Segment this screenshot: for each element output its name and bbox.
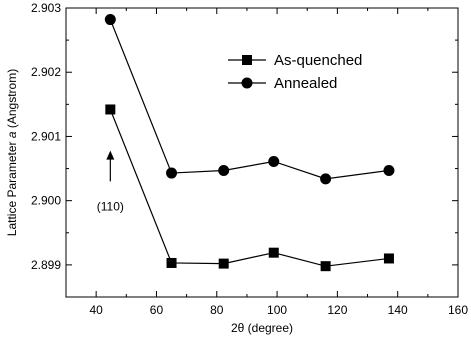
series-line-2 bbox=[109, 19, 390, 180]
x-tick-label: 60 bbox=[150, 303, 164, 317]
y-axis-title-prefix: Lattice Parameter bbox=[5, 138, 19, 236]
plot-frame-group bbox=[65, 7, 459, 298]
data-point-square bbox=[166, 257, 177, 268]
series-markers bbox=[104, 14, 395, 272]
data-point-square bbox=[105, 104, 116, 115]
annotation-arrow-head bbox=[106, 150, 115, 160]
data-point-circle bbox=[383, 164, 395, 176]
data-point-circle bbox=[218, 164, 230, 176]
data-point-square bbox=[320, 261, 331, 272]
x-tick-label: 120 bbox=[327, 303, 347, 317]
legend: As-quenched Annealed bbox=[228, 52, 362, 92]
x-tick-label: 80 bbox=[210, 303, 224, 317]
x-tick-label: 160 bbox=[448, 303, 468, 317]
axis-tick-labels: 40 60 80 100 120 140 160 2.899 2.900 2.901 2.902 2.… bbox=[31, 1, 468, 317]
legend-marker-square bbox=[242, 55, 252, 65]
legend-label: Annealed bbox=[274, 75, 337, 92]
legend-marker-circle bbox=[241, 77, 253, 89]
y-tick-label: 2.901 bbox=[31, 129, 61, 143]
y-tick-label: 2.902 bbox=[31, 65, 61, 79]
data-point-circle bbox=[268, 155, 280, 167]
data-point-circle bbox=[104, 14, 116, 26]
data-point-circle bbox=[320, 173, 332, 185]
data-point-square bbox=[383, 253, 394, 264]
series-line-1 bbox=[109, 109, 390, 267]
annotations: (110) bbox=[97, 150, 124, 213]
data-point-circle bbox=[166, 167, 178, 179]
data-point-square bbox=[268, 247, 279, 258]
x-tick-label: 100 bbox=[267, 303, 287, 317]
series-lines bbox=[109, 19, 390, 267]
y-axis-title-suffix: (Angstrom) bbox=[5, 69, 19, 132]
x-tick-label: 140 bbox=[388, 303, 408, 317]
annotation-label: (110) bbox=[97, 199, 124, 213]
y-tick-label: 2.903 bbox=[31, 1, 61, 15]
axis-ticks bbox=[65, 7, 459, 298]
y-tick-label: 2.899 bbox=[31, 258, 61, 272]
y-tick-label: 2.900 bbox=[31, 194, 61, 208]
x-axis-title: 2θ (degree) bbox=[231, 321, 293, 335]
y-axis-title-variable: a bbox=[5, 131, 19, 138]
x-tick-label: 40 bbox=[89, 303, 103, 317]
legend-label: As-quenched bbox=[274, 52, 362, 69]
data-point-square bbox=[218, 258, 229, 269]
y-axis-title: Lattice Parameter a (Angstrom) bbox=[5, 69, 19, 236]
plot-frame bbox=[65, 7, 459, 298]
